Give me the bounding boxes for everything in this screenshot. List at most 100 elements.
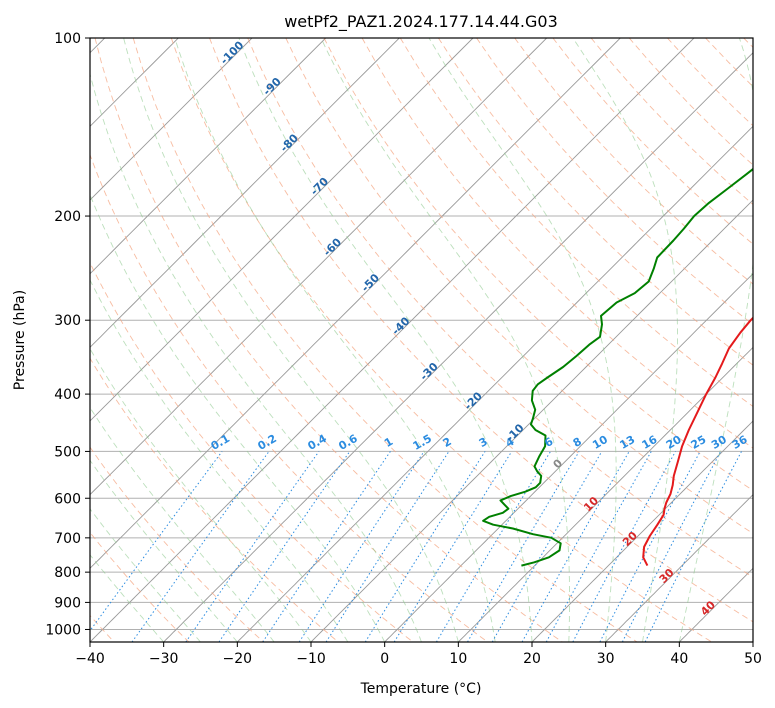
x-tick-label: −10	[296, 651, 326, 667]
mixing-ratio-line	[521, 451, 630, 642]
mixing-ratio-label: 16	[640, 433, 660, 452]
x-tick-label: −40	[75, 651, 105, 667]
moist-adiabat	[90, 72, 422, 642]
y-tick-label: 900	[54, 595, 81, 611]
x-axis-label: Temperature (°C)	[360, 681, 482, 697]
x-tick-label: 0	[380, 651, 389, 667]
dry-adiabat	[90, 153, 488, 642]
dry-adiabat	[132, 38, 638, 642]
isotherm-line	[678, 567, 753, 642]
mixing-ratio-label: 0.4	[306, 432, 330, 453]
isotherm-label: -60	[321, 235, 344, 258]
isotherm-line	[531, 420, 753, 642]
mixing-ratio-label: 1	[382, 435, 395, 450]
moist-adiabat	[90, 406, 275, 642]
moist-adiabat	[90, 508, 201, 642]
mixing-ratio-line	[545, 451, 652, 642]
isotherm-label: 10	[581, 494, 601, 514]
y-tick-label: 400	[54, 387, 81, 403]
y-tick-label: 800	[54, 565, 81, 581]
y-tick-label: 300	[54, 313, 81, 329]
moist-adiabat	[678, 38, 753, 642]
x-tick-label: −20	[223, 651, 253, 667]
isotherm-line	[752, 641, 753, 642]
mixing-ratio-line	[467, 451, 580, 642]
dry-adiabat	[170, 38, 712, 642]
x-tick-label: 30	[597, 651, 615, 667]
isotherm-line	[90, 38, 253, 201]
isotherm-label: -100	[218, 38, 247, 67]
dry-adiabat	[323, 38, 753, 492]
plot-frame	[89, 37, 754, 643]
mixing-ratio-line	[644, 451, 742, 642]
y-tick-label: 500	[54, 444, 81, 460]
moist-adiabat	[572, 38, 678, 642]
dry-adiabat	[438, 38, 753, 366]
mixing-ratio-line	[572, 451, 676, 642]
y-tick-label: 200	[54, 209, 81, 225]
mixing-ratio-line	[298, 451, 425, 642]
moist-adiabat	[428, 38, 617, 642]
moist-adiabat	[123, 38, 459, 642]
mixing-ratio-label: 25	[689, 433, 709, 452]
dewpoint-profile-line	[482, 167, 753, 567]
mixing-ratio-line	[621, 451, 722, 642]
mixing-ratio-line	[393, 451, 513, 642]
isotherm-label: -70	[308, 175, 331, 198]
dry-adiabat	[705, 38, 753, 88]
dry-adiabat	[90, 531, 190, 642]
moist-adiabat	[238, 38, 533, 642]
isotherm-label: -50	[359, 271, 382, 294]
dry-adiabat	[247, 38, 753, 578]
moist-adiabat	[90, 554, 165, 642]
moist-adiabat	[90, 347, 312, 642]
dry-adiabat	[94, 38, 563, 642]
chart-title: wetPf2_PAZ1.2024.177.14.44.G03	[284, 12, 558, 32]
isotherm-line	[163, 52, 753, 642]
y-tick-label: 600	[54, 491, 81, 507]
isotherm-line	[90, 38, 695, 642]
mixing-ratio-line	[364, 451, 486, 642]
isotherm-label: -40	[389, 314, 412, 337]
x-tick-label: 10	[449, 651, 467, 667]
mixing-ratio-label: 3	[477, 435, 490, 450]
mixing-ratio-label: 8	[571, 435, 584, 450]
dry-adiabat	[476, 38, 753, 326]
x-tick-label: −30	[149, 651, 179, 667]
y-axis-label: Pressure (hPa)	[12, 290, 28, 390]
y-tick-label: 700	[54, 531, 81, 547]
dry-adiabat	[552, 38, 753, 245]
y-tick-label: 1000	[45, 622, 81, 638]
mixing-ratio-line	[90, 451, 223, 632]
isotherm-line	[384, 273, 753, 642]
isotherm-label: 30	[657, 566, 677, 586]
mixing-ratio-label: 1.5	[411, 432, 434, 453]
y-tick-label: 100	[54, 31, 81, 47]
mixing-ratio-line	[131, 451, 270, 642]
mixing-ratio-line	[218, 451, 351, 642]
mixing-ratio-label: 30	[709, 433, 729, 452]
dry-adiabat	[667, 38, 753, 127]
dry-adiabat	[285, 38, 753, 535]
x-tick-label: 40	[670, 651, 688, 667]
isotherm-line	[310, 199, 753, 642]
isotherm-line	[90, 38, 400, 348]
isotherm-label: -80	[278, 131, 301, 154]
dry-adiabat	[90, 357, 339, 642]
mixing-ratio-line	[185, 451, 320, 642]
isotherm-line	[90, 38, 621, 569]
isotherm-label: 40	[698, 598, 718, 618]
moist-adiabat	[320, 38, 570, 642]
moist-adiabat	[174, 38, 496, 642]
dry-adiabat	[90, 446, 264, 642]
dry-adiabat	[590, 38, 753, 206]
moist-adiabat	[90, 459, 238, 642]
mixing-ratio-line	[599, 451, 701, 642]
mixing-ratio-label: 36	[730, 433, 750, 452]
mixing-ratio-label: 10	[590, 433, 610, 452]
mixing-ratio-line	[262, 451, 391, 642]
moist-adiabat	[90, 279, 349, 642]
temperature-profile-line	[642, 316, 753, 567]
isotherm-line	[90, 38, 548, 496]
